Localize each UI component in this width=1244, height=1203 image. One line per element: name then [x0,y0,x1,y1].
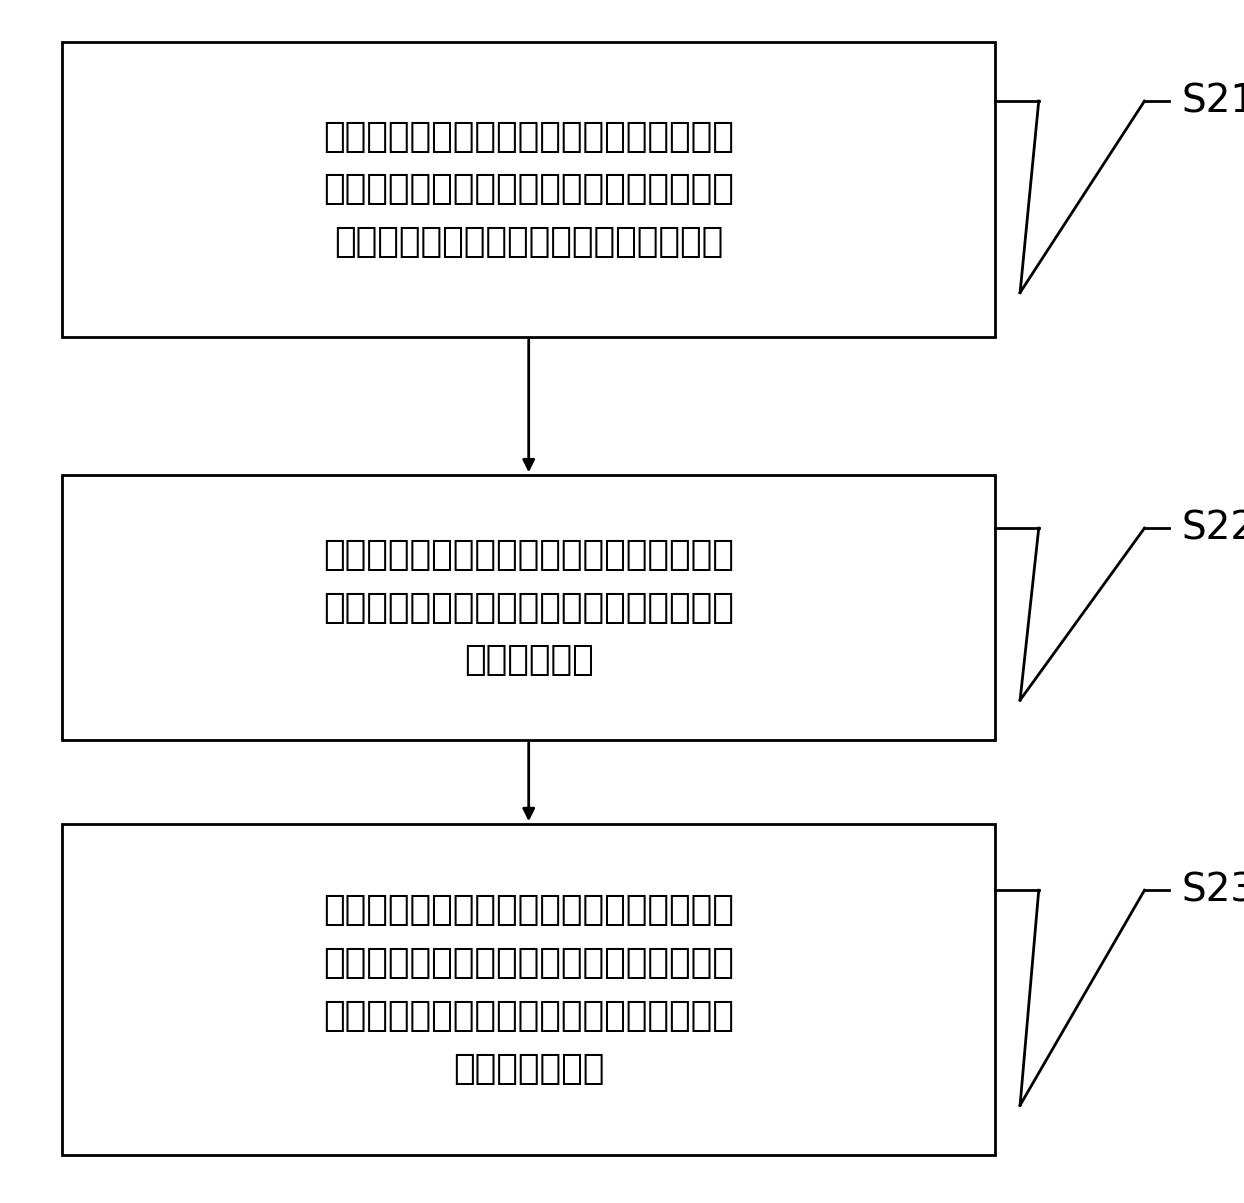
Text: 接收服务器按照执行顺序依次下发的多个第
一游戏协议，将多个第一游戏协议按照执行
顺序进行缓存: 接收服务器按照执行顺序依次下发的多个第 一游戏协议，将多个第一游戏协议按照执行 … [323,538,734,677]
Text: S230: S230 [1182,871,1244,909]
Text: 向服务器发送第一表现触发指令，以使服务
器执行第一表现触发指令对应的第一游戏逻
辑得到多个具有执行顺序的第一游戏协议: 向服务器发送第一表现触发指令，以使服务 器执行第一表现触发指令对应的第一游戏逻 … [323,119,734,260]
Text: 在多个第一游戏协议缓存完成后，按照执行
顺序依次执行多个第一游戏协议，以在游戏
中按照执行顺序依次展现多个第一游戏协议
对应的游戏内容: 在多个第一游戏协议缓存完成后，按照执行 顺序依次执行多个第一游戏协议，以在游戏 … [323,893,734,1086]
Text: S220: S220 [1182,509,1244,547]
Bar [62,475,995,740]
Bar [62,42,995,337]
Text: S210: S210 [1182,82,1244,120]
Bar [62,824,995,1155]
